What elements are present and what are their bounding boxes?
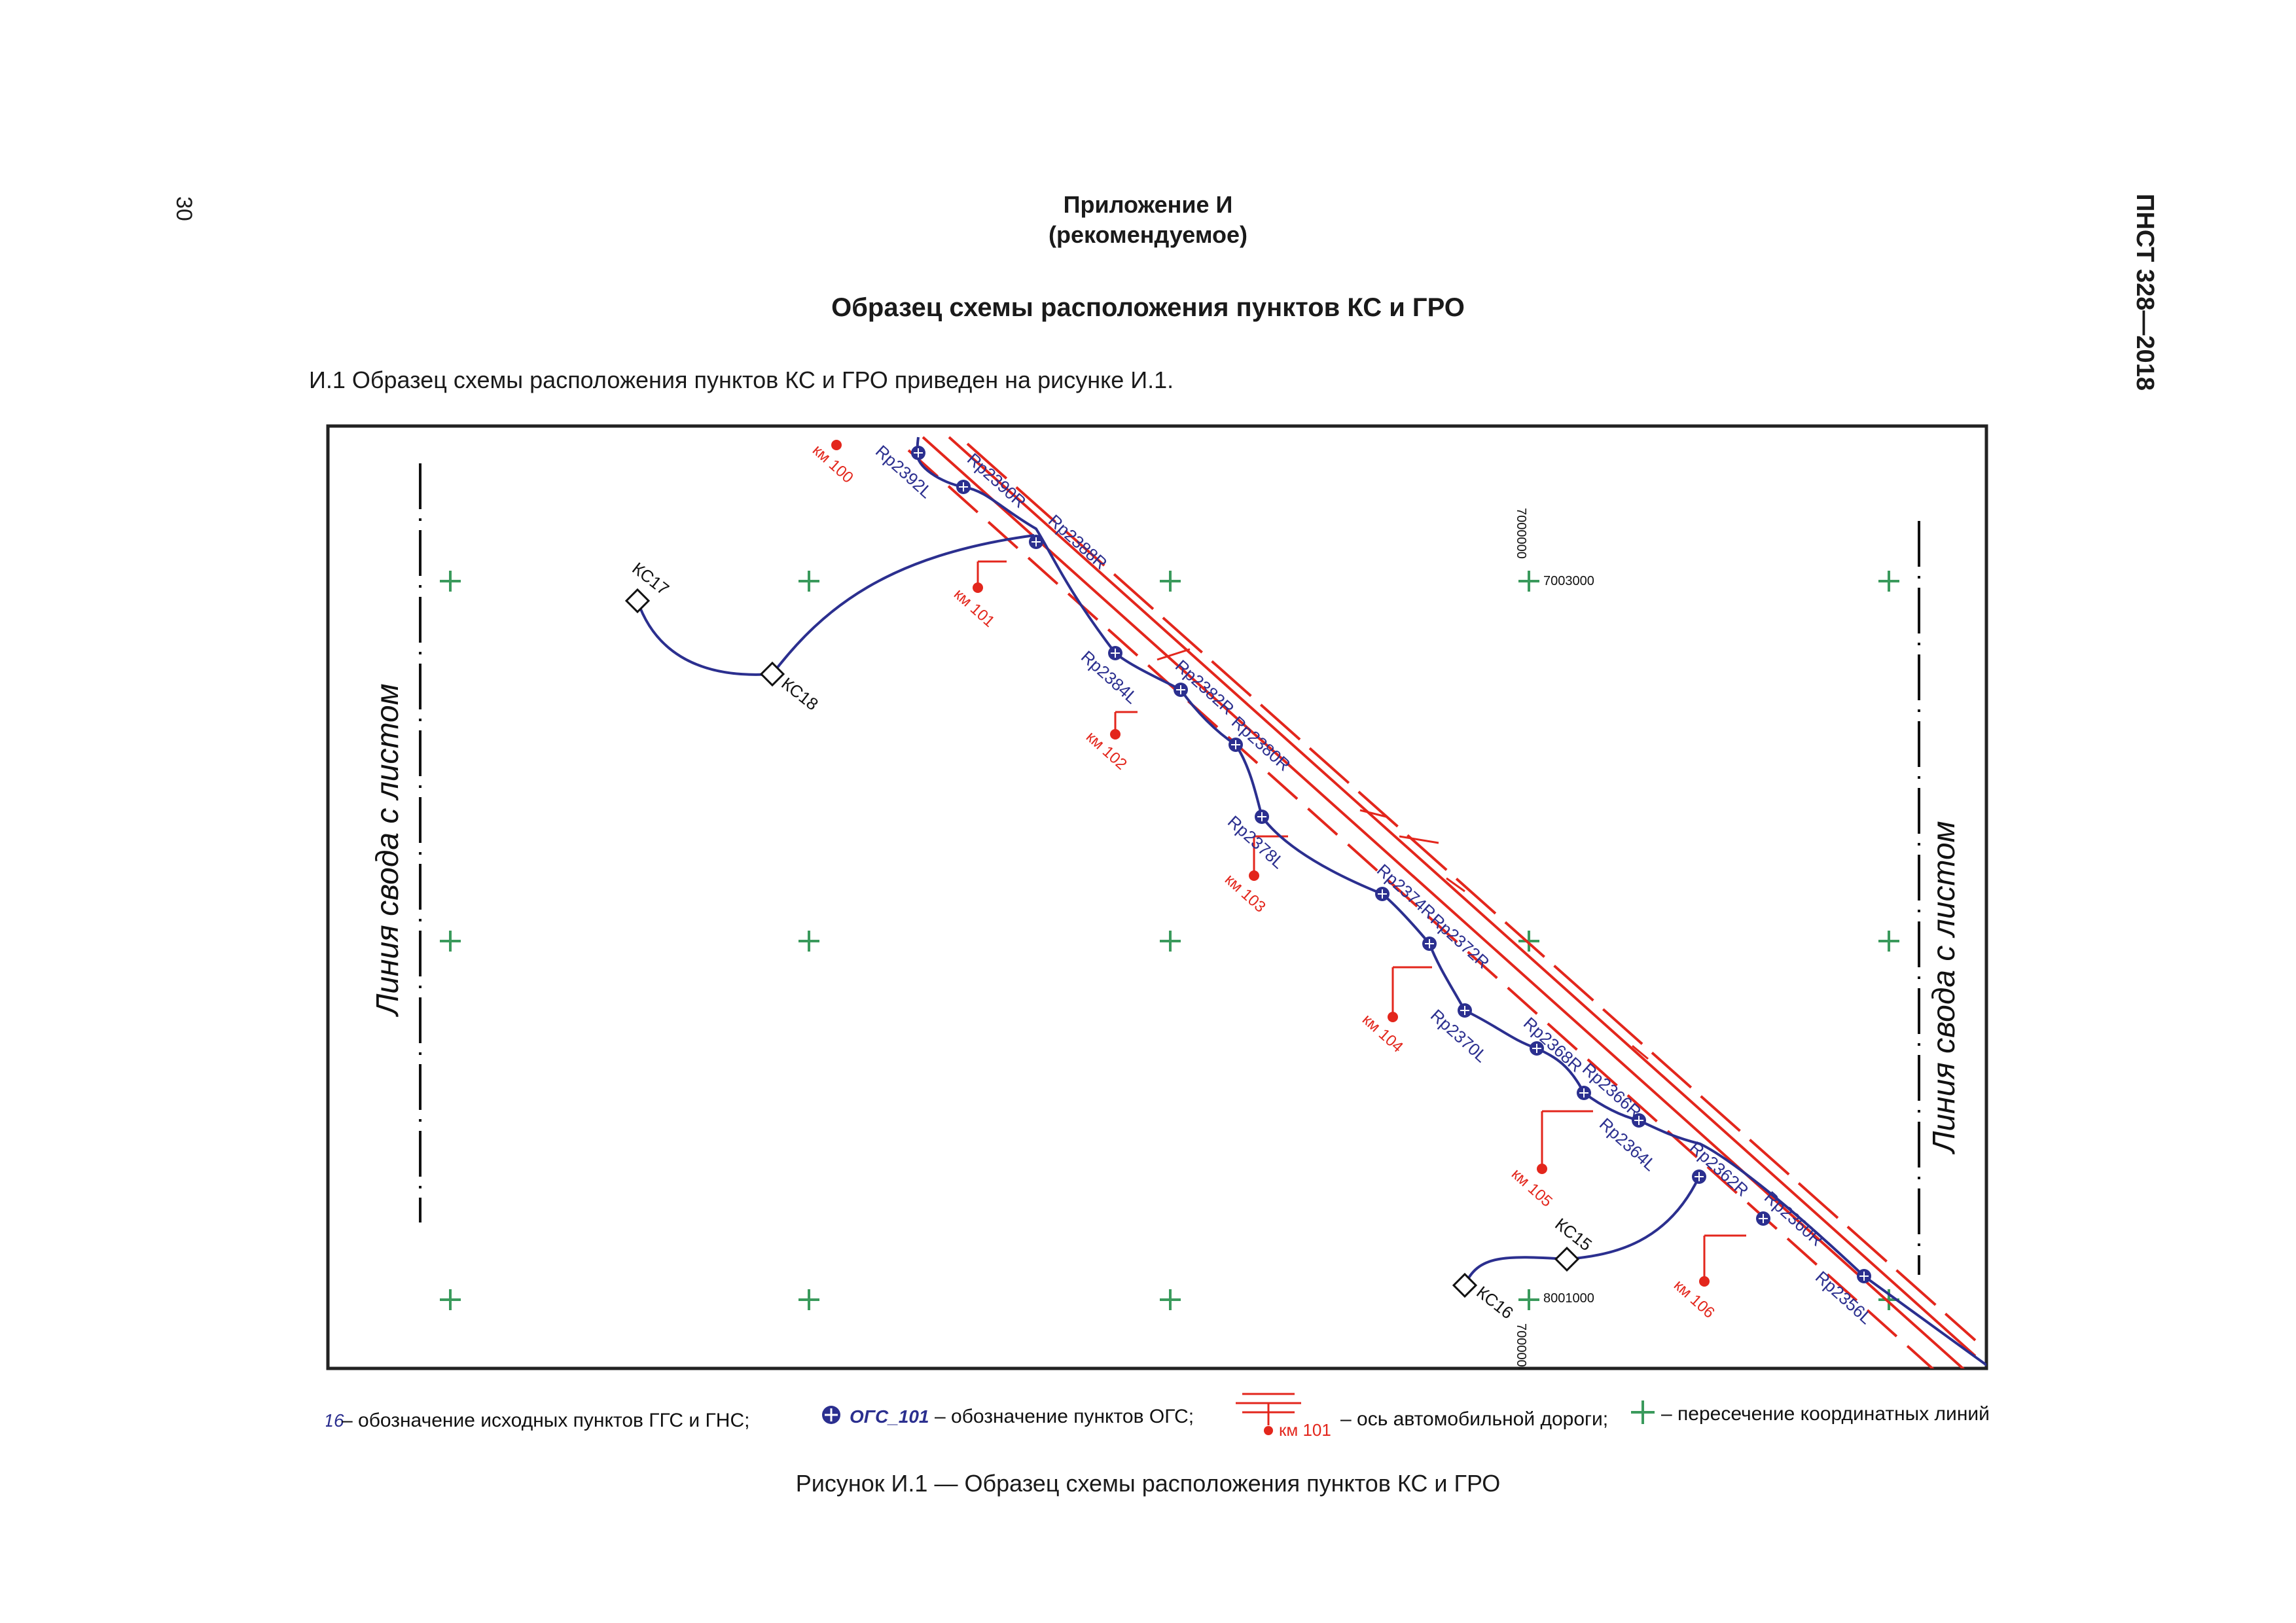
- grid-cross: [798, 571, 819, 592]
- ogs-point: Rp2370L: [1427, 1003, 1491, 1066]
- legend-ogs-sample: ОГС_101: [850, 1406, 929, 1427]
- km-marker-label: км 106: [1670, 1276, 1718, 1321]
- station-label: КС16: [1473, 1282, 1517, 1323]
- grid-cross: [1160, 571, 1181, 592]
- km-marker: км 105: [1508, 1110, 1593, 1211]
- km-marker-label: км 103: [1221, 870, 1269, 916]
- station-marker: КС15: [1551, 1214, 1596, 1272]
- grid-cross: [440, 931, 461, 952]
- ogs-point-label: Rp2388R: [1045, 510, 1111, 573]
- grid-cross: [1878, 931, 1899, 952]
- coord-label-top-vertical: 7000000: [1514, 508, 1528, 559]
- ogs-point: Rp2378L: [1224, 810, 1288, 872]
- intro-paragraph: И.1 Образец схемы расположения пунктов К…: [309, 366, 1174, 393]
- km-marker-label: км 101: [950, 585, 998, 630]
- km-marker: км 100: [809, 440, 857, 487]
- station-label: КС18: [778, 673, 822, 714]
- grid-cross: [1518, 571, 1539, 592]
- coord-label-top-horizontal: 7003000: [1543, 574, 1594, 588]
- ogs-tie-ks17-ks18: [636, 534, 1035, 676]
- station-label: КС15: [1551, 1214, 1596, 1255]
- grid-cross: [1518, 931, 1539, 952]
- grid-cross: [1878, 571, 1899, 592]
- legend-station-text: – обозначение исходных пунктов ГГС и ГНС…: [342, 1410, 749, 1431]
- figure-caption: Рисунок И.1 — Образец схемы расположения…: [795, 1470, 1501, 1497]
- legend-road-sample: км 101: [1279, 1420, 1331, 1440]
- section-title: Образец схемы расположения пунктов КС и …: [831, 293, 1465, 322]
- grid-cross: [1160, 931, 1181, 952]
- km-marker-label: км 104: [1359, 1010, 1407, 1056]
- legend: КС16 – обозначение исходных пунктов ГГС …: [326, 1393, 1988, 1440]
- annex-subtitle: (рекомендуемое): [1049, 221, 1247, 248]
- km-marker: км 104: [1359, 966, 1432, 1056]
- ogs-point: Rp2366R: [1577, 1059, 1645, 1122]
- ogs-point: Rp2380R: [1228, 712, 1295, 775]
- scheme-figure: 7000000 7003000 7000000 8001000 км 100 км…: [326, 424, 1988, 1440]
- grid-cross: [798, 1289, 819, 1310]
- grid-cross: [440, 1289, 461, 1310]
- km-marker-label: км 105: [1508, 1165, 1556, 1210]
- km-marker-label: км 102: [1083, 728, 1130, 773]
- station-marker: КС16: [1452, 1272, 1517, 1323]
- grid-cross: [1518, 1289, 1539, 1310]
- map-frame: [326, 424, 1988, 1370]
- legend-road-icon: [1236, 1393, 1301, 1425]
- grid-cross: [1160, 1289, 1181, 1310]
- legend-grid-text: – пересечение координатных линий: [1661, 1403, 1988, 1425]
- km-marker: км 101: [950, 560, 1007, 631]
- ogs-point-label: Rp2360R: [1761, 1187, 1827, 1250]
- ogs-point: Rp2356L: [1812, 1267, 1876, 1328]
- station-marker: КС17: [624, 558, 673, 614]
- annex-title: Приложение И: [1063, 191, 1233, 218]
- ogs-point: Rp2372R: [1422, 910, 1494, 972]
- grid-cross: [798, 931, 819, 952]
- sheet-join-label-right: Линия свода с листом: [1927, 821, 1962, 1154]
- legend-grid-icon: [1631, 1400, 1655, 1424]
- coord-label-bottom-vertical: 7000000: [1514, 1323, 1528, 1374]
- km-marker: км 106: [1670, 1234, 1746, 1322]
- legend-station-sample: КС16: [326, 1410, 344, 1431]
- ogs-point: Rp2364L: [1596, 1113, 1660, 1175]
- ogs-point-label: Rp2392L: [872, 441, 937, 502]
- ogs-point-label: Rp2364L: [1596, 1114, 1660, 1175]
- coord-label-bottom-horizontal: 8001000: [1543, 1291, 1594, 1306]
- km-marker: км 102: [1083, 711, 1138, 774]
- legend-road-text: – ось автомобильной дороги;: [1340, 1408, 1608, 1430]
- ogs-point: Rp2392L: [872, 441, 937, 502]
- grid-cross: [440, 571, 461, 592]
- legend-ogs-text: – обозначение пунктов ОГС;: [935, 1406, 1194, 1427]
- sheet-join-label-left: Линия свода с листом: [370, 683, 405, 1017]
- station-marker: КС18: [759, 661, 822, 714]
- ogs-point: Rp2384L: [1077, 646, 1141, 707]
